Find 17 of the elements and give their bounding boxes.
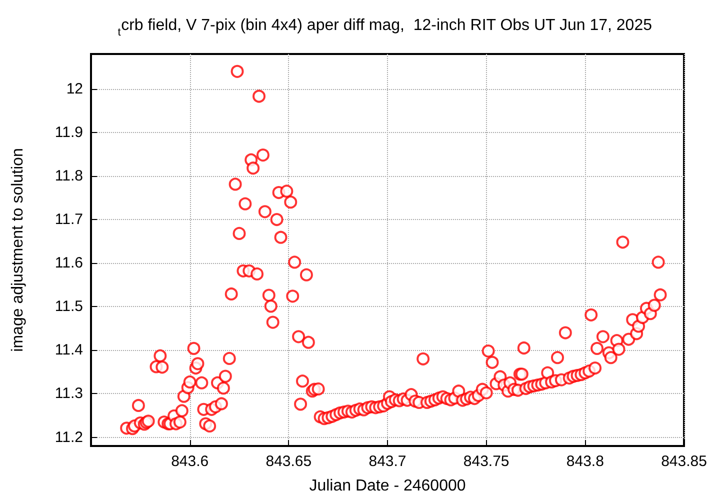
x-tick-label: 843.85 — [661, 453, 707, 470]
y-tick-label: 11.2 — [54, 428, 83, 446]
y-tick-label: 12 — [66, 80, 83, 98]
y-axis-title: image adjustment to solution — [10, 148, 26, 352]
y-tick-label: 11.8 — [54, 167, 83, 184]
y-tick-label: 11.9 — [54, 124, 83, 141]
y-tick-label: 11.4 — [54, 342, 83, 359]
y-tick-label: 11.7 — [54, 211, 83, 228]
x-tick-label: 843.7 — [368, 453, 406, 470]
x-tick-label: 843.65 — [266, 453, 312, 470]
x-tick-label: 843.6 — [171, 453, 209, 470]
x-tick-label: 843.8 — [566, 453, 604, 470]
y-tick-label: 11.5 — [54, 298, 83, 316]
x-axis-title: Julian Date - 2460000 — [309, 478, 466, 494]
y-tick-label: 11.3 — [54, 385, 83, 402]
x-tick-label: 843.75 — [463, 453, 510, 470]
y-tick-label: 11.6 — [54, 254, 83, 272]
